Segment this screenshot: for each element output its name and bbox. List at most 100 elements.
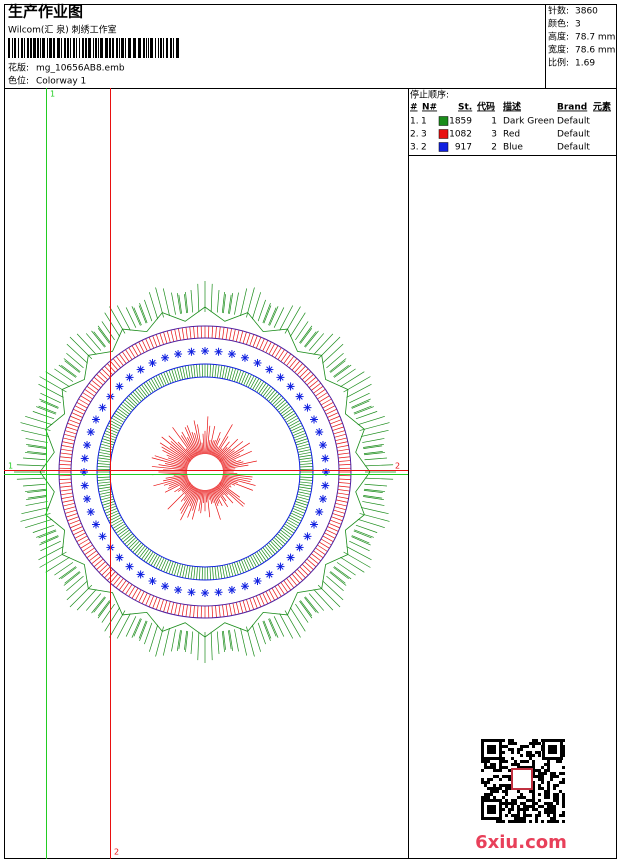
colorway: Colorway 1	[36, 77, 86, 87]
stitch	[333, 510, 345, 513]
stitch	[156, 376, 162, 388]
stitch	[99, 489, 112, 491]
stitch	[289, 576, 297, 585]
qr-cell	[505, 784, 508, 787]
qr-cell	[553, 808, 556, 811]
stitch	[98, 484, 111, 486]
stitch	[99, 452, 112, 454]
stitch	[178, 604, 180, 616]
stitch	[92, 556, 101, 564]
guide-label: 2	[114, 848, 119, 857]
qr-cell	[541, 781, 544, 784]
stitch	[156, 598, 160, 609]
stitch	[105, 366, 113, 375]
stitch	[322, 344, 343, 363]
qr-cell	[544, 772, 547, 775]
bar	[125, 38, 126, 58]
stitch	[299, 461, 312, 462]
stitch	[107, 572, 115, 581]
stitch	[309, 333, 324, 350]
stitch	[225, 366, 228, 379]
stitch	[337, 493, 349, 495]
qr-finder	[487, 805, 496, 814]
stitch	[46, 372, 70, 387]
stitch	[217, 566, 219, 579]
stitch	[66, 513, 77, 517]
stitch	[161, 373, 166, 385]
bar	[146, 38, 147, 58]
stitch	[67, 344, 88, 363]
stitch	[222, 366, 224, 379]
stitch	[38, 384, 63, 397]
qr-code	[480, 738, 566, 823]
qr-cell	[484, 760, 487, 763]
stitch	[41, 401, 58, 409]
bar	[47, 38, 48, 58]
bar	[138, 38, 141, 58]
stitch	[114, 524, 125, 531]
stitch	[264, 621, 271, 639]
stitch	[191, 566, 193, 579]
qr-cell	[535, 820, 538, 823]
qr-cell	[550, 775, 553, 778]
stitch	[70, 416, 81, 421]
bar	[105, 38, 108, 58]
stat-value: 3	[575, 20, 581, 30]
stitch	[171, 629, 175, 651]
stitch	[246, 375, 252, 387]
bar	[57, 38, 60, 58]
qr-cell	[517, 814, 520, 817]
bar	[133, 38, 136, 58]
stitch	[269, 619, 277, 636]
stitch	[97, 374, 106, 382]
stitch	[338, 453, 350, 455]
qr-cell	[544, 793, 547, 796]
qr-cell	[484, 766, 487, 769]
stitch	[105, 569, 113, 578]
stitch	[330, 359, 346, 372]
stitch	[94, 559, 103, 567]
stitch	[163, 288, 169, 316]
stitch	[309, 380, 318, 388]
stitch	[282, 409, 293, 417]
stitch	[59, 461, 71, 462]
stitch	[241, 560, 246, 572]
stitch	[97, 477, 110, 478]
stitch	[186, 327, 188, 339]
qr-cell	[514, 760, 517, 763]
stat-value: 78.7 mm	[575, 33, 615, 43]
stitch	[110, 361, 118, 370]
stitch	[98, 326, 110, 343]
colorway-label: 色位:	[8, 75, 29, 87]
qr-cell	[520, 754, 523, 757]
qr-cell	[499, 784, 502, 787]
qr-cell	[532, 745, 535, 748]
stitch	[94, 377, 103, 385]
stitch	[253, 378, 260, 389]
stitch	[311, 554, 321, 561]
qr-cell	[496, 787, 499, 790]
color-swatch	[439, 143, 448, 152]
stitch	[295, 604, 308, 623]
stitch	[149, 625, 157, 652]
stitch	[314, 589, 333, 610]
stitch	[334, 507, 346, 510]
bar	[148, 38, 149, 58]
stitch	[159, 375, 165, 387]
qr-cell	[547, 760, 550, 763]
qr-cell	[553, 796, 556, 799]
stitch	[354, 406, 372, 413]
stitch	[299, 487, 312, 489]
stitch	[261, 549, 269, 560]
stitch	[153, 377, 159, 388]
qr-cell	[523, 796, 526, 799]
stitch	[302, 564, 311, 572]
stitch	[149, 292, 157, 319]
stitch	[299, 458, 312, 460]
qr-cell	[541, 805, 544, 808]
stitch	[300, 479, 313, 480]
qr-cell	[562, 805, 565, 808]
qr-cell	[553, 784, 556, 787]
bar	[116, 38, 118, 58]
stitch	[185, 565, 187, 578]
